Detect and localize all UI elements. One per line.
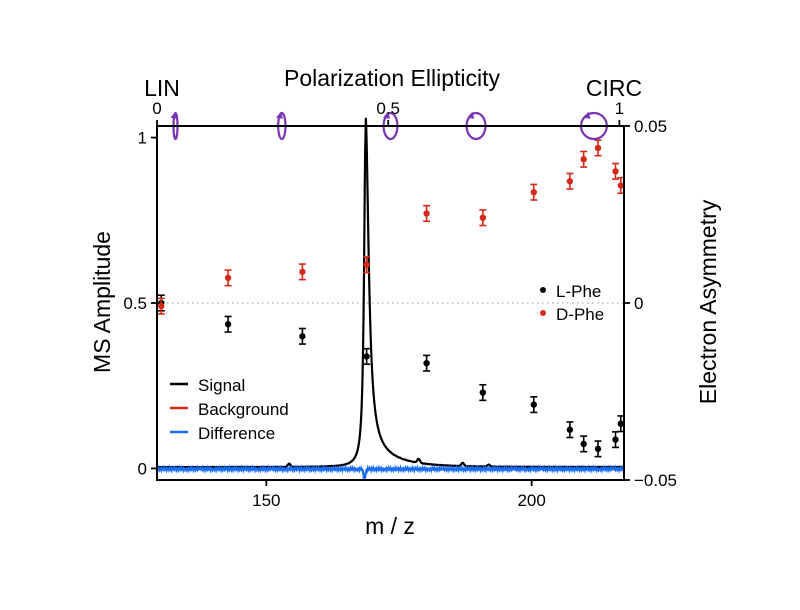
- top-tick-label: 1: [615, 99, 624, 118]
- l-phe-point: [617, 420, 625, 427]
- legend-lines: Signal Background Difference: [170, 376, 289, 443]
- spectrum-lines: [156, 117, 626, 480]
- l-phe-point: [612, 436, 619, 443]
- l-phe-point: [363, 353, 370, 360]
- y-tick-label: 1: [138, 129, 147, 148]
- d-phe-point: [299, 268, 306, 276]
- y2-axis-label: Electron Asymmetry: [695, 199, 721, 404]
- y-axis-label: MS Amplitude: [89, 231, 115, 373]
- top-axis-label: Polarization Ellipticity: [284, 65, 501, 91]
- rotation-arrow-icon: [275, 111, 283, 119]
- d-phe-point: [580, 156, 587, 163]
- d-phe-point: [479, 214, 487, 221]
- legend-label-background: Background: [198, 400, 289, 419]
- l-phe-point: [224, 321, 232, 328]
- circ-annotation: CIRC: [586, 75, 642, 101]
- legend-points: L-Phe D-Phe: [540, 282, 604, 324]
- axes: 150 200 0 0.5 1 −0.05 0 0.05 0 0.5 1: [123, 99, 677, 510]
- top-tick-label: 0: [152, 99, 161, 118]
- d-phe-point: [566, 178, 574, 185]
- l-phe-point: [530, 401, 537, 408]
- l-phe-point: [566, 426, 574, 433]
- top-tick-label: 0.5: [376, 99, 400, 118]
- x-axis-label: m / z: [365, 513, 415, 539]
- legend-marker-l-phe: [540, 287, 546, 293]
- d-phe-point: [612, 168, 619, 175]
- d-phe-point: [363, 261, 370, 268]
- rotation-arrow-icon: [467, 111, 475, 119]
- l-phe-point: [594, 445, 602, 453]
- legend-label-d-phe: D-Phe: [556, 305, 604, 324]
- legend-marker-d-phe: [540, 310, 546, 316]
- asymmetry-points: [157, 139, 625, 458]
- d-phe-point: [594, 144, 602, 152]
- rotation-arrow-icon: [583, 111, 591, 119]
- l-phe-point: [479, 389, 487, 396]
- rotation-arrow-icon: [170, 111, 178, 119]
- d-phe-point: [423, 210, 430, 217]
- legend-label-difference: Difference: [198, 424, 275, 443]
- x-tick-label: 150: [252, 491, 280, 510]
- y-tick-label: 0.5: [123, 294, 147, 313]
- y-tick-label: 0: [138, 459, 147, 478]
- x-tick-label: 200: [517, 491, 545, 510]
- lin-annotation: LIN: [144, 75, 180, 101]
- legend-label-l-phe: L-Phe: [556, 282, 601, 301]
- d-phe-point: [224, 274, 232, 282]
- d-phe-point: [158, 302, 165, 310]
- legend-label-signal: Signal: [198, 376, 245, 395]
- d-phe-point: [617, 182, 625, 189]
- d-phe-point: [530, 188, 537, 196]
- l-phe-point: [299, 333, 306, 340]
- y2-tick-label: 0.05: [634, 117, 667, 136]
- y2-tick-label: 0: [634, 294, 643, 313]
- difference-line: [156, 464, 626, 480]
- l-phe-point: [423, 359, 430, 367]
- l-phe-point: [580, 440, 587, 448]
- rotation-arrow-icon: [383, 111, 391, 119]
- y2-tick-label: −0.05: [634, 471, 677, 490]
